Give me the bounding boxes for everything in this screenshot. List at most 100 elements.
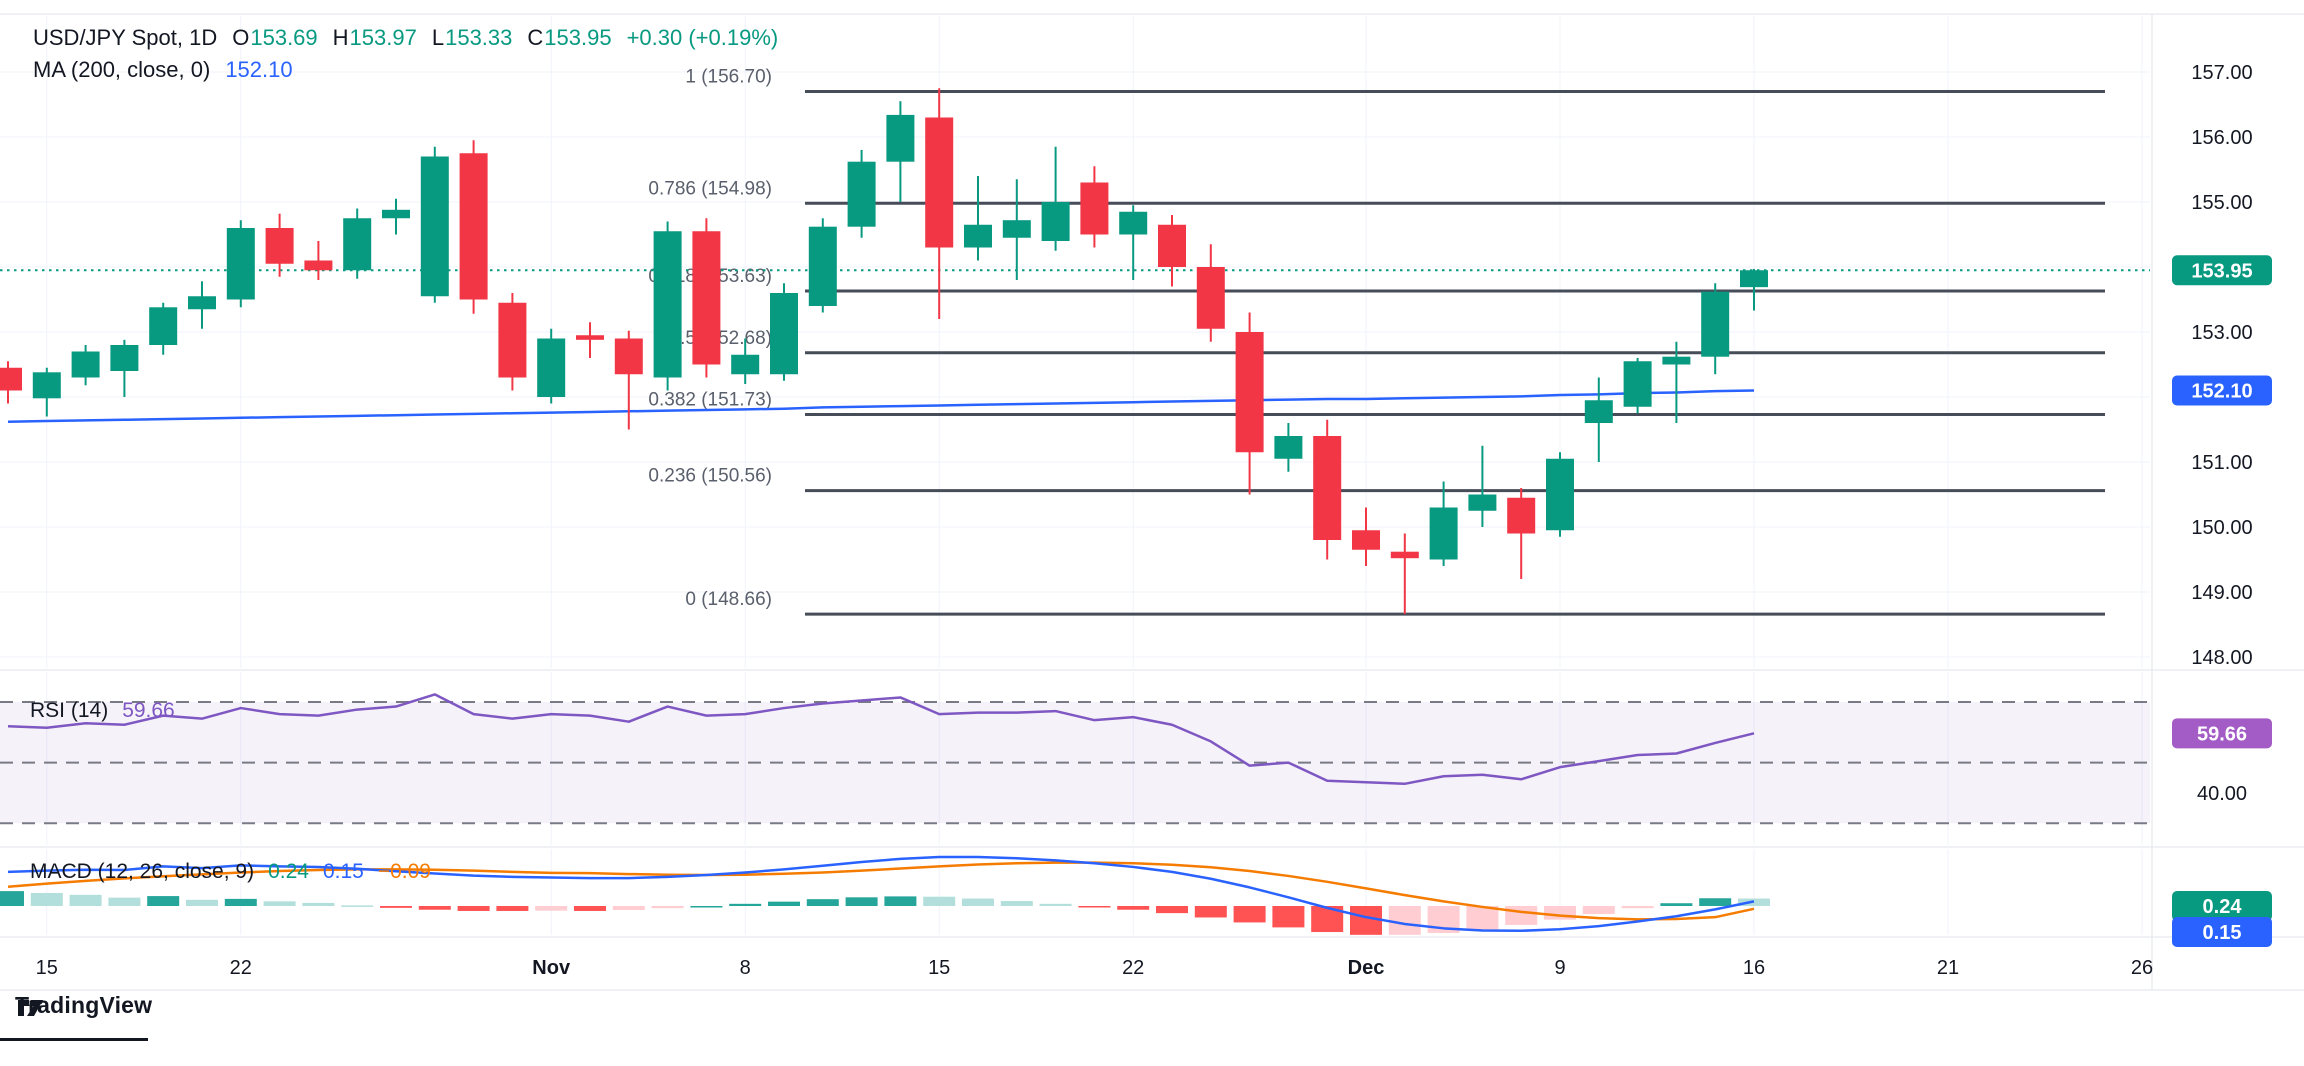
macd-histogram-bar xyxy=(1350,906,1382,935)
macd-histogram-bar xyxy=(1039,903,1072,906)
candle xyxy=(420,156,449,297)
fib-label: 0.5 (152.68) xyxy=(670,328,772,349)
fib-label: 0 (148.66) xyxy=(685,589,772,610)
candle xyxy=(1158,224,1186,267)
price-tick-label: 157.00 xyxy=(2191,62,2252,84)
time-tick-label: 15 xyxy=(36,957,58,979)
symbol-title: USD/JPY Spot, 1D xyxy=(33,25,218,50)
macd-histogram-bar xyxy=(1388,906,1421,935)
candle xyxy=(1196,267,1225,329)
candle xyxy=(149,307,178,345)
macd-histogram-bar xyxy=(1078,906,1111,908)
candle xyxy=(653,231,682,378)
rsi-legend: RSI (14) 59.66 xyxy=(30,699,175,723)
macd-histogram-bar xyxy=(302,902,335,906)
macd-histogram-bar xyxy=(224,898,257,906)
macd-histogram-bar xyxy=(1156,906,1188,914)
macd-hist-badge xyxy=(2172,891,2272,921)
candle xyxy=(265,228,294,264)
candle xyxy=(498,302,527,378)
macd-histogram-bar xyxy=(1582,906,1615,915)
tradingview-logo[interactable]: TradingView xyxy=(15,992,152,1019)
price-tick-label: 150.00 xyxy=(2191,517,2252,539)
macd-histogram-bar xyxy=(690,906,723,908)
ohlc-close: C 153.95 xyxy=(527,25,612,50)
macd-histogram-bar xyxy=(768,901,800,906)
macd-histogram-bar xyxy=(1233,906,1266,923)
macd-histogram-bar xyxy=(263,901,296,906)
price-badge-text: 152.10 xyxy=(2191,381,2252,403)
candle xyxy=(770,293,798,375)
macd-histogram-bar xyxy=(1505,906,1538,925)
macd-histogram-bar xyxy=(1466,906,1499,930)
candle xyxy=(1002,220,1031,238)
fib-label: 1 (156.70) xyxy=(685,67,772,88)
candle xyxy=(1235,332,1264,453)
ohlc-open: O 153.69 xyxy=(232,25,318,50)
candle xyxy=(459,153,488,300)
price-badge xyxy=(2172,255,2272,286)
macd-line xyxy=(7,855,1755,933)
time-tick-label: 8 xyxy=(740,957,751,979)
macd-histogram-bar xyxy=(806,899,839,906)
time-axis[interactable] xyxy=(0,937,2150,990)
time-tick-label: 22 xyxy=(1122,957,1144,979)
symbol-legend: USD/JPY Spot, 1D O 153.69 H 153.97 L 153.33… xyxy=(33,25,778,51)
price-tick-label: 149.00 xyxy=(2191,582,2252,604)
fib-label: 0.786 (154.98) xyxy=(648,178,772,199)
candle xyxy=(1274,436,1303,459)
candle xyxy=(808,226,837,306)
candle xyxy=(614,338,643,375)
candle xyxy=(1662,356,1691,365)
rsi-badge-text: 59.66 xyxy=(2197,723,2247,745)
candle xyxy=(1390,551,1419,559)
macd-histogram-bar xyxy=(574,906,606,911)
macd-histogram-bar xyxy=(845,897,878,906)
candle xyxy=(1546,458,1574,531)
candle xyxy=(188,296,216,310)
macd-histogram-bar xyxy=(147,896,180,906)
macd-signal-value: −0.09 xyxy=(377,860,431,883)
macd-histogram-bar xyxy=(1621,906,1654,909)
macd-histogram-bar xyxy=(535,906,568,911)
macd-histogram-bar xyxy=(1000,901,1033,906)
candle xyxy=(110,345,139,371)
macd-histogram-bar xyxy=(457,906,490,911)
rsi-value: 59.66 xyxy=(122,699,175,722)
candle xyxy=(382,209,410,219)
candle xyxy=(1507,497,1536,534)
ma-value: 152.10 xyxy=(225,57,293,82)
fib-label: 0.382 (151.73) xyxy=(648,390,772,411)
macd-hist-badge-text: 0.24 xyxy=(2203,896,2243,918)
candle xyxy=(1429,507,1458,560)
candle xyxy=(343,218,372,271)
macd-histogram-bar xyxy=(884,896,917,906)
macd-histogram-bar xyxy=(380,906,412,908)
time-tick-label: Dec xyxy=(1348,957,1385,979)
macd-histogram-bar xyxy=(651,906,684,909)
tradingview-logo-icon xyxy=(18,1000,43,1016)
macd-label: MACD (12, 26, close, 9) xyxy=(30,860,255,883)
time-tick-label: 22 xyxy=(230,957,252,979)
price-tick-label: 156.00 xyxy=(2191,127,2252,149)
macd-histogram-bar xyxy=(612,906,645,911)
macd-histogram-bar xyxy=(1272,906,1305,928)
candle xyxy=(576,335,604,340)
candle xyxy=(1740,270,1768,288)
price-axis[interactable] xyxy=(2152,14,2304,990)
ohlc-low: L 153.33 xyxy=(431,25,513,50)
rsi-badge xyxy=(2172,718,2272,749)
price-tick-label: 148.00 xyxy=(2191,647,2252,669)
rsi-tick-label: 40.00 xyxy=(2197,783,2247,805)
macd-hist-value: 0.24 xyxy=(268,860,309,883)
price-badge xyxy=(2172,375,2272,406)
macd-histogram-bar xyxy=(923,896,956,906)
bottom-edge-bar xyxy=(0,1038,148,1041)
macd-histogram-bar xyxy=(496,906,529,911)
macd-histogram-bar xyxy=(30,892,63,906)
rsi-line xyxy=(7,693,1755,786)
candle xyxy=(847,161,876,227)
macd-line-value: 0.15 xyxy=(322,860,364,883)
macd-histogram-bar xyxy=(108,897,141,906)
